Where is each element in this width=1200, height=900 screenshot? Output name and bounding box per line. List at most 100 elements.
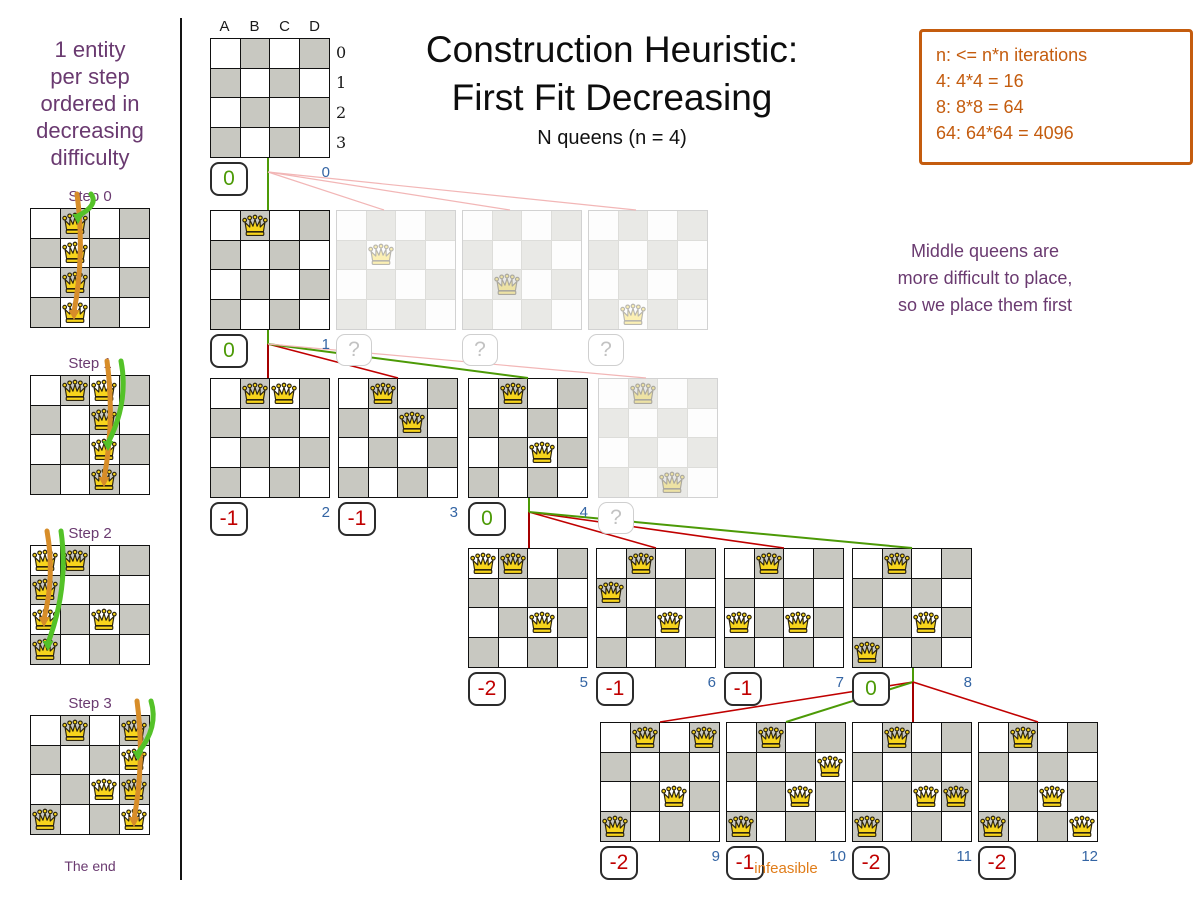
board-cell	[687, 467, 717, 497]
queen-icon	[756, 552, 782, 574]
board-cell	[119, 464, 149, 494]
iteration-number-3-0: 9	[711, 848, 720, 865]
queen-icon	[628, 552, 654, 574]
board-cell	[784, 578, 814, 608]
queen-icon	[602, 815, 628, 837]
board-cell	[813, 549, 843, 579]
board-cell	[1008, 811, 1038, 841]
queen-icon	[817, 755, 843, 778]
board-cell	[427, 408, 457, 438]
queen-icon	[884, 726, 910, 748]
board-cell	[815, 782, 845, 812]
queen-icon	[368, 243, 394, 266]
queen-icon	[91, 608, 117, 630]
queen-icon	[785, 611, 811, 633]
board-cell	[784, 608, 814, 638]
board-cell	[853, 811, 883, 841]
sidebar-intro-line: decreasing	[36, 118, 144, 143]
board-cell	[551, 299, 581, 329]
board-cell	[31, 238, 61, 268]
board-cell	[469, 637, 499, 667]
queen-icon	[271, 382, 297, 404]
board-cell	[725, 637, 755, 667]
board-cell	[60, 209, 90, 239]
board-cell	[597, 549, 627, 579]
root-col-label: A	[219, 18, 231, 35]
board-cell	[979, 723, 1009, 753]
board-cell	[240, 98, 270, 128]
queen-icon	[620, 303, 646, 325]
queen-icon	[854, 641, 880, 663]
board-cell	[853, 752, 883, 782]
board-cell	[656, 549, 686, 579]
score-badge-3-2: -2	[852, 846, 890, 880]
queen-icon	[62, 719, 88, 741]
board-cell	[1038, 752, 1068, 782]
board-cell	[725, 549, 755, 579]
board-cell	[912, 608, 942, 638]
board-cell	[299, 39, 329, 69]
iteration-number-2-2: 7	[835, 674, 844, 691]
board-cell	[689, 811, 719, 841]
board-cell	[469, 467, 499, 497]
board-cell	[211, 467, 241, 497]
score-badge-1-2: 0	[468, 502, 506, 536]
board-cell	[398, 379, 428, 409]
board-cell	[626, 608, 656, 638]
chess-board-0-2	[462, 210, 582, 330]
infobox-line: n: <= n*n iterations	[936, 45, 1088, 65]
iteration-number-3-1: 10	[829, 848, 846, 865]
board-cell	[31, 464, 61, 494]
board-cell	[90, 209, 120, 239]
board-cell	[786, 782, 816, 812]
board-cell	[727, 782, 757, 812]
board-cell	[618, 240, 648, 270]
board-cell	[469, 578, 499, 608]
board-cell	[90, 268, 120, 298]
board-cell	[299, 127, 329, 157]
board-cell	[589, 240, 619, 270]
board-cell	[677, 270, 707, 300]
board-cell	[240, 438, 270, 468]
board-cell	[882, 723, 912, 753]
board-cell	[31, 405, 61, 435]
board-cell	[1067, 782, 1097, 812]
iteration-number-0-0: 1	[321, 336, 330, 353]
board-cell	[498, 608, 528, 638]
board-cell	[398, 408, 428, 438]
board-cell	[677, 211, 707, 241]
score-badge-3-0: -2	[600, 846, 638, 880]
board-cell	[618, 270, 648, 300]
chess-board-3-3	[978, 722, 1098, 842]
board-cell	[337, 299, 367, 329]
board-cell	[211, 240, 241, 270]
board-cell	[270, 299, 300, 329]
board-cell	[630, 782, 660, 812]
queen-icon	[657, 611, 683, 633]
queen-icon	[91, 468, 117, 490]
score-badge-0-3: ?	[588, 334, 624, 366]
board-cell	[648, 240, 678, 270]
board-cell	[597, 578, 627, 608]
chess-board-0-3	[588, 210, 708, 330]
board-cell	[1067, 811, 1097, 841]
board-cell	[941, 549, 971, 579]
board-cell	[339, 467, 369, 497]
board-cell	[119, 546, 149, 576]
root-row-label: 0	[336, 43, 347, 62]
chess-board-step-3	[30, 715, 150, 835]
board-cell	[853, 782, 883, 812]
queen-icon	[758, 726, 784, 748]
board-cell	[425, 299, 455, 329]
board-cell	[725, 578, 755, 608]
note-line: more difficult to place,	[897, 268, 1073, 288]
queen-icon	[630, 382, 656, 404]
board-cell	[240, 240, 270, 270]
sidebar-intro-line: difficulty	[50, 145, 130, 170]
board-cell	[912, 811, 942, 841]
board-cell	[941, 578, 971, 608]
board-cell	[522, 270, 552, 300]
board-cell	[60, 268, 90, 298]
board-cell	[628, 467, 658, 497]
queen-icon	[632, 726, 658, 748]
